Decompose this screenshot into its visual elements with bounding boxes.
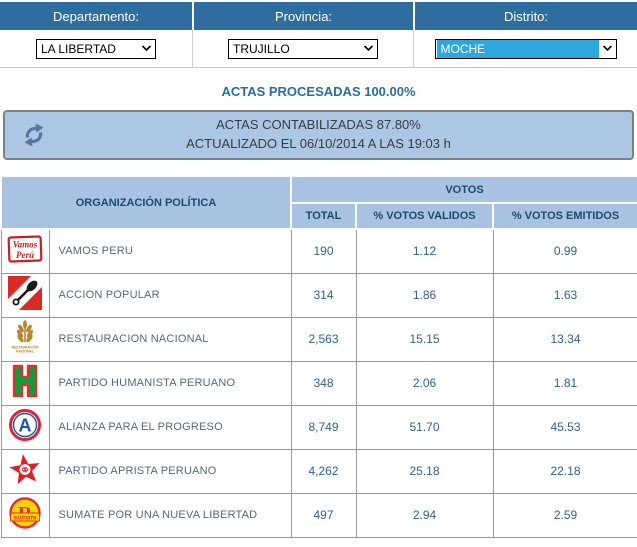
table-row: ACCION POPULAR 314 1.86 1.63 xyxy=(0,272,637,318)
party-emitted-pct: 2.59 xyxy=(492,492,637,538)
chevron-down-icon xyxy=(598,39,616,58)
actualizado-text: ACTUALIZADO EL 06/10/2014 A LAS 19:03 h xyxy=(186,136,451,151)
table-row: PARTIDO HUMANISTA PERUANO 348 2.06 1.81 xyxy=(0,360,637,406)
provincia-selected-value: TRUJILLO xyxy=(233,41,290,56)
partido-humanista-logo xyxy=(12,364,38,397)
party-logo-cell: RESTAURACIÓN NACIONAL xyxy=(0,316,50,362)
svg-text:NACIONAL: NACIONAL xyxy=(16,349,34,353)
party-logo-cell xyxy=(0,360,50,406)
party-valid-pct: 51.70 xyxy=(355,404,494,450)
org-politica-header: ORGANIZACIÓN POLÍTICA xyxy=(0,175,292,230)
party-name: SUMATE POR UNA NUEVA LIBERTAD xyxy=(48,492,292,538)
party-total: 4,262 xyxy=(290,448,357,494)
party-emitted-pct: 45.53 xyxy=(492,404,637,450)
total-header: TOTAL xyxy=(290,202,357,230)
party-name: ALIANZA PARA EL PROGRESO xyxy=(48,404,292,450)
svg-text:Vamos: Vamos xyxy=(13,239,38,249)
accion-popular-logo xyxy=(8,275,42,310)
party-total: 497 xyxy=(290,492,357,538)
party-logo-cell: Vamos Perú xyxy=(0,228,50,274)
party-emitted-pct: 0.99 xyxy=(492,228,637,274)
table-row: RESTAURACIÓN NACIONAL RESTAURACION NACIO… xyxy=(0,316,637,362)
votos-emitidos-header: % VOTOS EMITIDOS xyxy=(492,202,637,230)
party-emitted-pct: 22.18 xyxy=(492,448,637,494)
party-total: 2,563 xyxy=(290,316,357,362)
party-name: PARTIDO HUMANISTA PERUANO xyxy=(48,360,292,406)
party-valid-pct: 2.06 xyxy=(355,360,494,406)
actas-contabilizadas-box: ACTAS CONTABILIZADAS 87.80% ACTUALIZADO … xyxy=(3,110,634,160)
party-logo-cell: R súmate xyxy=(0,492,50,538)
party-name: RESTAURACION NACIONAL xyxy=(48,316,292,362)
party-total: 8,749 xyxy=(290,404,357,450)
table-row: PARTIDO APRISTA PERUANO 4,262 25.18 22.1… xyxy=(0,448,637,494)
svg-text:Perú: Perú xyxy=(16,250,34,260)
vamos-peru-logo: Vamos Perú xyxy=(7,235,43,263)
party-emitted-pct: 13.34 xyxy=(492,316,637,362)
votos-header: VOTOS xyxy=(290,175,637,204)
departamento-selected-value: LA LIBERTAD xyxy=(41,41,116,56)
provincia-label: Provincia: xyxy=(192,2,413,30)
party-valid-pct: 15.15 xyxy=(355,316,494,362)
party-name: VAMOS PERU xyxy=(48,228,292,274)
restauracion-nacional-logo: RESTAURACIÓN NACIONAL xyxy=(11,319,39,353)
results-table: ORGANIZACIÓN POLÍTICA VOTOS TOTAL % VOTO… xyxy=(0,175,637,538)
distrito-selected-value: MOCHE xyxy=(436,39,599,58)
svg-text:RESTAURACIÓN: RESTAURACIÓN xyxy=(11,344,39,349)
party-logo-cell xyxy=(0,272,50,318)
departamento-select[interactable]: LA LIBERTAD xyxy=(36,38,156,59)
party-total: 348 xyxy=(290,360,357,406)
party-valid-pct: 1.12 xyxy=(355,228,494,274)
table-row: R súmate SUMATE POR UNA NUEVA LIBERTAD 4… xyxy=(0,492,637,538)
party-logo-cell: A xyxy=(0,404,50,450)
party-valid-pct: 2.94 xyxy=(355,492,494,538)
provincia-select[interactable]: TRUJILLO xyxy=(228,38,378,59)
filter-bar: Departamento: LA LIBERTAD Provincia: TRU… xyxy=(0,2,637,68)
actas-contabilizadas-text: ACTAS CONTABILIZADAS 87.80% xyxy=(216,117,421,133)
party-name: PARTIDO APRISTA PERUANO xyxy=(48,448,292,494)
svg-text:súmate: súmate xyxy=(13,514,36,521)
refresh-icon[interactable] xyxy=(21,122,47,154)
party-valid-pct: 25.18 xyxy=(355,448,494,494)
filter-col-provincia: Provincia: TRUJILLO xyxy=(192,2,413,67)
party-total: 190 xyxy=(290,228,357,274)
party-total: 314 xyxy=(290,272,357,318)
table-row: Vamos Perú VAMOS PERU 190 1.12 0.99 xyxy=(0,228,637,274)
departamento-label: Departamento: xyxy=(0,2,192,30)
party-logo-cell xyxy=(0,448,50,494)
chevron-down-icon xyxy=(360,39,377,58)
svg-text:A: A xyxy=(19,415,32,435)
party-emitted-pct: 1.63 xyxy=(492,272,637,318)
distrito-label: Distrito: xyxy=(413,2,637,30)
party-name: ACCION POPULAR xyxy=(48,272,292,318)
actas-procesadas-text: ACTAS PROCESADAS 100.00% xyxy=(221,84,416,99)
partido-aprista-logo xyxy=(9,453,40,484)
party-emitted-pct: 1.81 xyxy=(492,360,637,406)
distrito-select[interactable]: MOCHE xyxy=(434,38,617,59)
party-valid-pct: 1.86 xyxy=(355,272,494,318)
filter-col-departamento: Departamento: LA LIBERTAD xyxy=(0,2,192,67)
table-row: A ALIANZA PARA EL PROGRESO 8,749 51.70 4… xyxy=(0,404,637,450)
alianza-progreso-logo: A xyxy=(9,408,41,441)
votos-validos-header: % VOTOS VALIDOS xyxy=(355,202,494,230)
filter-col-distrito: Distrito: MOCHE xyxy=(413,2,637,67)
chevron-down-icon xyxy=(138,39,155,58)
sumate-logo: R súmate xyxy=(9,496,41,529)
